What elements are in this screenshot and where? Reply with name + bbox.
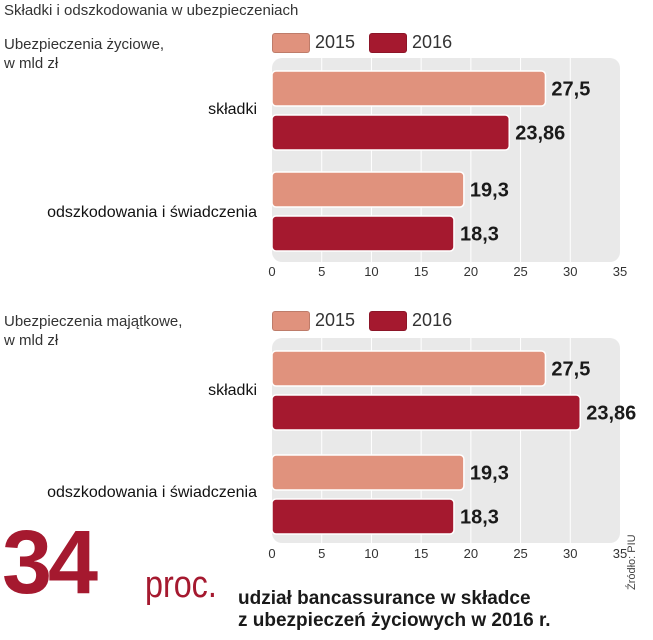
highlight-description-line2: z ubezpieczeń życiowych w 2016 r. bbox=[238, 610, 551, 631]
x-tick-label: 0 bbox=[268, 264, 275, 279]
panel2-subtitle-line1: Ubezpieczenia majątkowe, bbox=[4, 313, 183, 330]
bar-value-label: 27,5 bbox=[551, 79, 590, 101]
bar-2015 bbox=[271, 350, 547, 387]
legend-label-2015: 2015 bbox=[315, 32, 356, 52]
x-tick-label: 25 bbox=[513, 264, 527, 279]
x-tick-label: 15 bbox=[414, 546, 428, 561]
highlight-number: 34 bbox=[2, 513, 98, 613]
panel2-subtitle-line2: w mld zł bbox=[4, 332, 59, 349]
highlight-unit: proc. bbox=[145, 564, 217, 606]
bar-value-label: 19,3 bbox=[470, 180, 509, 202]
panel2-category-label: odszkodowania i świadczenia bbox=[47, 484, 257, 501]
bar-2016 bbox=[271, 215, 455, 252]
bar-2016 bbox=[271, 394, 581, 431]
legend-swatch-2016 bbox=[369, 310, 408, 331]
x-tick-label: 25 bbox=[513, 546, 527, 561]
x-tick-label: 30 bbox=[563, 264, 577, 279]
panel2-subtitle: Ubezpieczenia majątkowe, w mld zł bbox=[4, 312, 244, 350]
bar-value-label: 18,3 bbox=[460, 224, 499, 246]
bar-2015 bbox=[271, 454, 465, 491]
chart-title: Składki i odszkodowania w ubezpieczeniac… bbox=[4, 2, 299, 19]
highlight-description: udział bancassurance w składce z ubezpie… bbox=[238, 588, 551, 632]
bar-2016 bbox=[271, 498, 455, 535]
bar-value-label: 23,86 bbox=[515, 123, 565, 145]
x-tick-label: 0 bbox=[268, 546, 275, 561]
legend-swatch-2016 bbox=[369, 32, 408, 53]
plot-background bbox=[272, 338, 620, 543]
legend-swatch-2015 bbox=[272, 310, 310, 331]
x-tick-label: 10 bbox=[364, 546, 378, 561]
legend-item-2015: 2015 bbox=[272, 310, 355, 331]
x-tick-label: 5 bbox=[318, 264, 325, 279]
x-tick-label: 15 bbox=[414, 264, 428, 279]
legend-label-2016: 2016 bbox=[412, 310, 453, 330]
x-tick-label: 35 bbox=[613, 546, 627, 561]
panel1-subtitle-line2: w mld zł bbox=[4, 55, 59, 72]
bar-value-label: 23,86 bbox=[586, 403, 636, 425]
plot-background bbox=[272, 58, 620, 262]
x-tick-label: 20 bbox=[464, 264, 478, 279]
panel2-chart: 0 5 10 15 20 25 30 35 27,5 23,86 19,3 18,3 bbox=[268, 338, 636, 561]
bar-2016 bbox=[271, 114, 510, 151]
x-tick-label: 30 bbox=[563, 546, 577, 561]
legend-label-2016: 2016 bbox=[412, 32, 453, 52]
legend-item-2015: 2015 bbox=[272, 32, 355, 53]
panel1-category-label: odszkodowania i świadczenia bbox=[47, 204, 257, 221]
bar-2015 bbox=[271, 171, 465, 208]
x-tick-label: 35 bbox=[613, 264, 627, 279]
panel2-category-label: składki bbox=[208, 382, 257, 399]
legend-item-2016: 2016 bbox=[369, 310, 452, 331]
highlight-description-line1: udział bancassurance w składce bbox=[238, 588, 531, 609]
bar-2015 bbox=[271, 70, 547, 107]
panel1-category-label: składki bbox=[208, 101, 257, 118]
legend-swatch-2015 bbox=[272, 32, 310, 53]
x-tick-label: 20 bbox=[464, 546, 478, 561]
bar-value-label: 19,3 bbox=[470, 463, 509, 485]
x-tick-label: 5 bbox=[318, 546, 325, 561]
panel1-legend: 2015 2016 bbox=[272, 32, 466, 53]
panel1-subtitle: Ubezpieczenia życiowe, w mld zł bbox=[4, 35, 244, 73]
legend-item-2016: 2016 bbox=[369, 32, 452, 53]
bar-value-label: 18,3 bbox=[460, 507, 499, 529]
panel1-chart: 0 5 10 15 20 25 30 35 27,5 23,86 19,3 18,3 bbox=[268, 58, 627, 279]
panel1-subtitle-line1: Ubezpieczenia życiowe, bbox=[4, 36, 165, 53]
source-note: Źródło: PIU bbox=[626, 534, 638, 590]
bar-value-label: 27,5 bbox=[551, 359, 590, 381]
panel2-legend: 2015 2016 bbox=[272, 310, 466, 331]
x-tick-label: 10 bbox=[364, 264, 378, 279]
legend-label-2015: 2015 bbox=[315, 310, 356, 330]
